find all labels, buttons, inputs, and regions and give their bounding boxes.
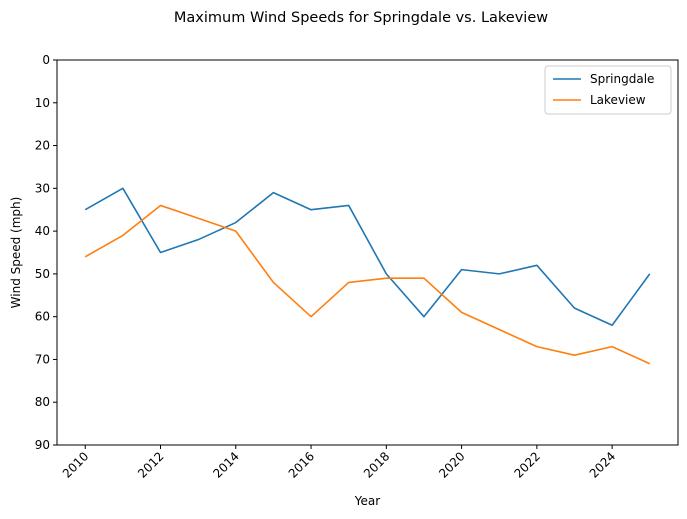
x-tick-label: 2010: [60, 449, 91, 480]
x-tick-label: 2014: [210, 449, 241, 480]
y-tick-label: 70: [35, 352, 50, 366]
series-lines: [84, 187, 651, 365]
x-axis: 2010 2012 2014 2016 2018 2020 2022 2024: [60, 445, 618, 481]
y-tick-label: 90: [35, 438, 50, 452]
y-tick-label: 50: [35, 267, 50, 281]
series-line-springdale: [84, 187, 651, 327]
legend-box: [544, 65, 672, 115]
y-tick-label: 10: [35, 96, 50, 110]
x-tick-label: 2022: [511, 449, 542, 480]
y-tick-label: 40: [35, 224, 50, 238]
x-axis-label: Year: [354, 494, 380, 508]
x-tick-label: 2024: [587, 449, 618, 480]
y-tick-label: 0: [42, 53, 50, 67]
series-line-lakeview: [84, 204, 651, 365]
chart-title: Maximum Wind Speeds for Springdale vs. L…: [174, 10, 548, 26]
y-tick-label: 30: [35, 181, 50, 195]
legend-label: Springdale: [590, 72, 654, 86]
axes-frame: [56, 59, 679, 446]
legend-label: Lakeview: [590, 93, 646, 107]
y-axis: 0 10 20 30 40 50 60 70 80 90: [35, 53, 57, 452]
y-tick-label: 20: [35, 139, 50, 153]
plot-area: [56, 59, 679, 446]
y-tick-label: 80: [35, 395, 50, 409]
legend: Springdale Lakeview: [544, 65, 672, 115]
x-tick-label: 2016: [286, 449, 317, 480]
x-tick-label: 2018: [361, 449, 392, 480]
y-tick-label: 60: [35, 310, 50, 324]
y-axis-label: Wind Speed (mph): [9, 197, 23, 309]
x-tick-label: 2020: [436, 449, 467, 480]
x-tick-label: 2012: [135, 449, 166, 480]
